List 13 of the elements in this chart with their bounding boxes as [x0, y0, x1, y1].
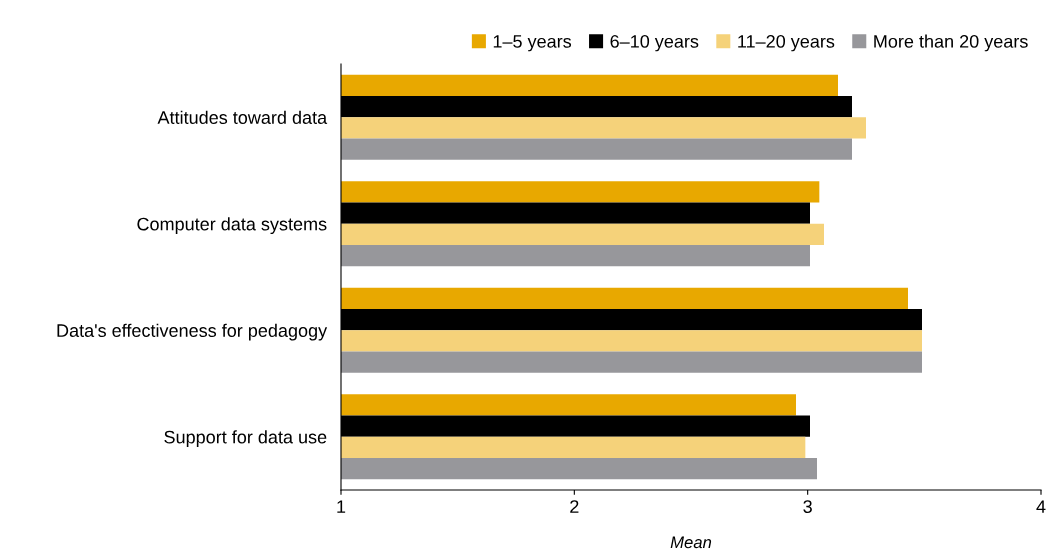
x-tick-label: 4 — [1036, 500, 1046, 513]
y-tick-label: Attitudes toward data — [157, 110, 328, 124]
x-tick-label: 2 — [570, 500, 579, 513]
x-axis-title: Mean — [670, 536, 712, 549]
legend-label: 11–20 years — [738, 35, 835, 52]
legend-label: 1–5 years — [493, 35, 572, 52]
legend-label: 6–10 years — [610, 35, 699, 52]
y-tick-label: Support for data use — [164, 430, 327, 448]
x-tick-label: 1 — [337, 500, 346, 513]
x-tick-label: 3 — [803, 500, 812, 513]
y-tick-label: Data's effectiveness for pedagogy — [57, 323, 328, 341]
y-tick-label: Computer data systems — [137, 217, 327, 235]
legend-label: More than 20 years — [874, 34, 1028, 52]
